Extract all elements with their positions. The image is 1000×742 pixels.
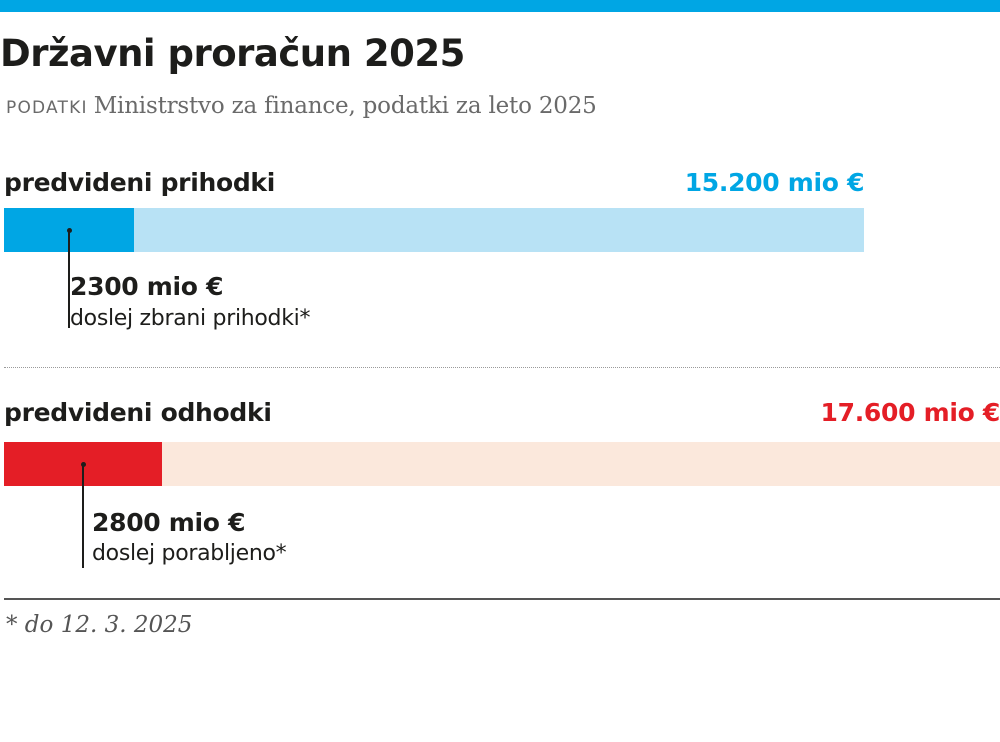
row-divider	[4, 367, 1000, 368]
expense-total-label: 17.600 mio €	[820, 398, 1000, 427]
expense-total-bar	[4, 442, 1000, 486]
revenue-total-label: 15.200 mio €	[684, 168, 865, 197]
chart-title: Državni proračun 2025	[0, 32, 465, 75]
revenue-leader-line	[68, 230, 70, 328]
expense-label: predvideni odhodki	[4, 398, 272, 427]
source-text: Ministrstvo za finance, podatki za leto …	[93, 93, 597, 119]
expense-leader-line	[82, 464, 84, 568]
bottom-rule	[4, 598, 1000, 600]
expense-spent-desc: doslej porabljeno*	[92, 541, 287, 566]
revenue-collected-desc: doslej zbrani prihodki*	[70, 306, 311, 331]
revenue-collected-value: 2300 mio €	[70, 272, 224, 301]
expense-spent-value: 2800 mio €	[92, 508, 246, 537]
source-label: PODATKI	[6, 98, 88, 118]
revenue-total-bar	[4, 208, 865, 252]
top-accent-bar	[0, 0, 1000, 12]
source-line: PODATKI Ministrstvo za finance, podatki z…	[6, 93, 597, 119]
revenue-label: predvideni prihodki	[4, 168, 276, 197]
footnote: * do 12. 3. 2025	[6, 612, 193, 638]
